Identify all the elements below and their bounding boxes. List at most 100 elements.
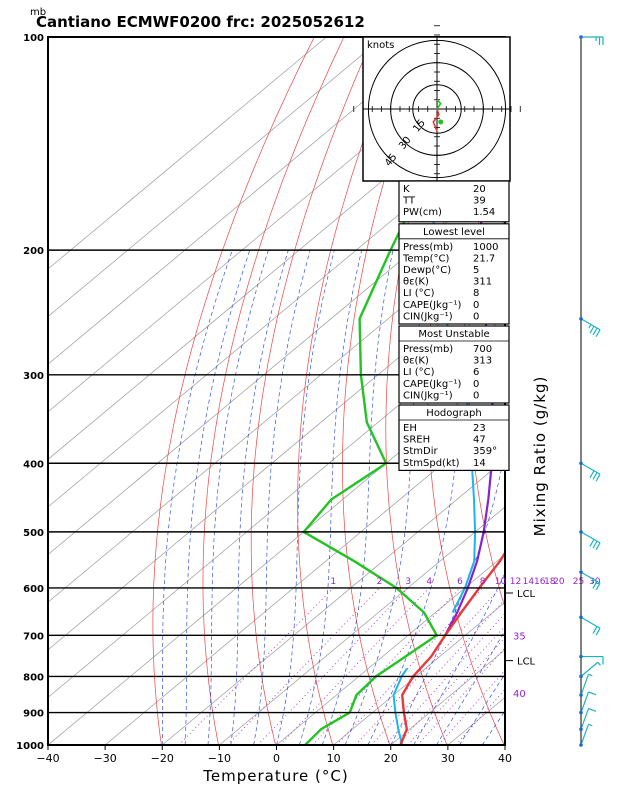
wind-barb bbox=[579, 35, 604, 45]
lcl-label: LCL bbox=[517, 657, 536, 668]
wind-barb-feather bbox=[595, 542, 601, 551]
index-section bbox=[398, 325, 510, 404]
dry-adiabat-line bbox=[250, 37, 374, 745]
moist-adiabat-line bbox=[504, 744, 505, 745]
index-value: 20 bbox=[473, 184, 486, 195]
wind-barb-feather bbox=[589, 325, 595, 334]
index-value: 0 bbox=[473, 311, 479, 322]
wind-barb-staff bbox=[580, 462, 601, 475]
mixing-ratio-line bbox=[178, 587, 334, 745]
index-label: LI (°C) bbox=[403, 367, 435, 378]
pressure-tick-label: 700 bbox=[23, 631, 44, 642]
index-section bbox=[398, 404, 510, 472]
index-label: CAPE(Jkg⁻¹) bbox=[403, 379, 461, 390]
index-label: TT bbox=[402, 196, 416, 207]
dry-adiabat-line bbox=[152, 37, 315, 745]
moist-adiabat-line bbox=[459, 673, 505, 745]
wind-barb-feather bbox=[588, 673, 593, 677]
x-tick-label: 10 bbox=[327, 752, 341, 765]
moist-adiabat-line bbox=[390, 448, 505, 745]
index-label: StmDir bbox=[403, 446, 438, 457]
index-value: 8 bbox=[473, 288, 479, 299]
x-tick-label: −40 bbox=[36, 752, 59, 765]
pressure-tick-label: 900 bbox=[23, 709, 44, 720]
moist-adiabat-line bbox=[207, 249, 269, 745]
wind-barb bbox=[579, 691, 597, 715]
index-value: 1.54 bbox=[473, 207, 495, 218]
index-value: 14 bbox=[473, 458, 486, 469]
hodograph-ring bbox=[412, 84, 462, 134]
x-tick-label: 0 bbox=[273, 752, 280, 765]
wind-barb-feather bbox=[588, 707, 597, 712]
index-label: Temp(°C) bbox=[402, 253, 450, 264]
wind-barb-feather bbox=[588, 723, 593, 727]
pressure-unit: mb bbox=[30, 7, 46, 18]
wind-barb-dot bbox=[579, 615, 583, 620]
wind-barb-feather bbox=[592, 626, 598, 634]
pressure-tick-label: 200 bbox=[23, 246, 44, 257]
moist-adiabat-line bbox=[253, 250, 311, 745]
wind-barb bbox=[579, 723, 593, 747]
x-tick-label: −10 bbox=[208, 752, 231, 765]
wind-barb-dot bbox=[579, 674, 583, 679]
wind-barb-feather bbox=[588, 691, 597, 696]
index-value: 313 bbox=[473, 356, 492, 367]
index-value: 23 bbox=[473, 423, 486, 434]
x-tick-label: 40 bbox=[498, 752, 512, 765]
x-tick-label: −30 bbox=[94, 752, 117, 765]
mixing-ratio-tick-label: 18 bbox=[544, 577, 556, 587]
wind-barb bbox=[579, 461, 601, 482]
isotherm-line bbox=[48, 37, 384, 318]
wind-barb-staff bbox=[580, 661, 599, 677]
index-label: EH bbox=[403, 423, 417, 434]
wind-barb bbox=[579, 530, 601, 551]
mixing-ratio-tick-label: 30 bbox=[589, 577, 601, 587]
wind-barb-dot bbox=[579, 654, 583, 659]
dewpoint-line bbox=[302, 57, 505, 745]
index-label: PW(cm) bbox=[403, 207, 442, 218]
hodograph-ring bbox=[367, 39, 507, 179]
wind-barb bbox=[579, 570, 601, 591]
wind-barb-feather bbox=[595, 329, 601, 337]
index-value: 311 bbox=[473, 277, 492, 288]
isotherm-line bbox=[48, 220, 505, 603]
index-label: θε(K) bbox=[403, 356, 429, 367]
wind-barb bbox=[579, 673, 593, 697]
index-value: 359° bbox=[473, 446, 497, 457]
hodograph-title: knots bbox=[367, 40, 394, 51]
pressure-tick-label: 100 bbox=[23, 33, 44, 44]
mixing-ratio-line bbox=[279, 587, 430, 745]
dry-adiabat-line bbox=[546, 37, 618, 745]
mixing-ratio-tick-label: 1 bbox=[330, 577, 336, 587]
mixing-ratio-tick-label: 12 bbox=[510, 577, 521, 587]
wind-barb-feather bbox=[595, 582, 601, 591]
mixing-ratio-tick-label: 8 bbox=[480, 577, 486, 587]
wind-barb-feather bbox=[592, 472, 598, 480]
wind-barb-dot bbox=[579, 727, 583, 732]
index-value: 21.7 bbox=[473, 253, 495, 264]
moist-adiabat-line bbox=[299, 250, 363, 745]
mixing-ratio-tick-label: 3 bbox=[405, 577, 411, 587]
mixing-ratio-axis-label: Mixing Ratio (g/kg) bbox=[531, 376, 549, 537]
moist-adiabat-line bbox=[161, 249, 233, 745]
wind-barb-staff bbox=[580, 724, 590, 746]
isotherm-line bbox=[219, 506, 505, 745]
hodograph-ring bbox=[390, 62, 484, 156]
wind-barb-dot bbox=[579, 743, 583, 747]
wind-barb-staff bbox=[580, 708, 590, 730]
wind-barb-feather bbox=[595, 627, 601, 636]
index-label: StmSpd(kt) bbox=[403, 458, 460, 469]
wind-barb bbox=[579, 615, 601, 636]
moist-adiabat-line bbox=[276, 250, 335, 745]
mixing-ratio-line bbox=[257, 587, 409, 745]
index-label: CIN(Jkg⁻¹) bbox=[403, 311, 453, 322]
index-value: 0 bbox=[473, 379, 479, 390]
virtual-temperature-line bbox=[392, 668, 408, 745]
wind-barb-dot bbox=[579, 570, 583, 574]
moist-adiabat-line bbox=[184, 249, 251, 745]
mixing-ratio-tick-label: 2 bbox=[377, 577, 383, 587]
index-value: 47 bbox=[473, 435, 486, 446]
wind-barb-feather bbox=[592, 581, 598, 589]
mixing-ratio-line bbox=[227, 587, 380, 745]
